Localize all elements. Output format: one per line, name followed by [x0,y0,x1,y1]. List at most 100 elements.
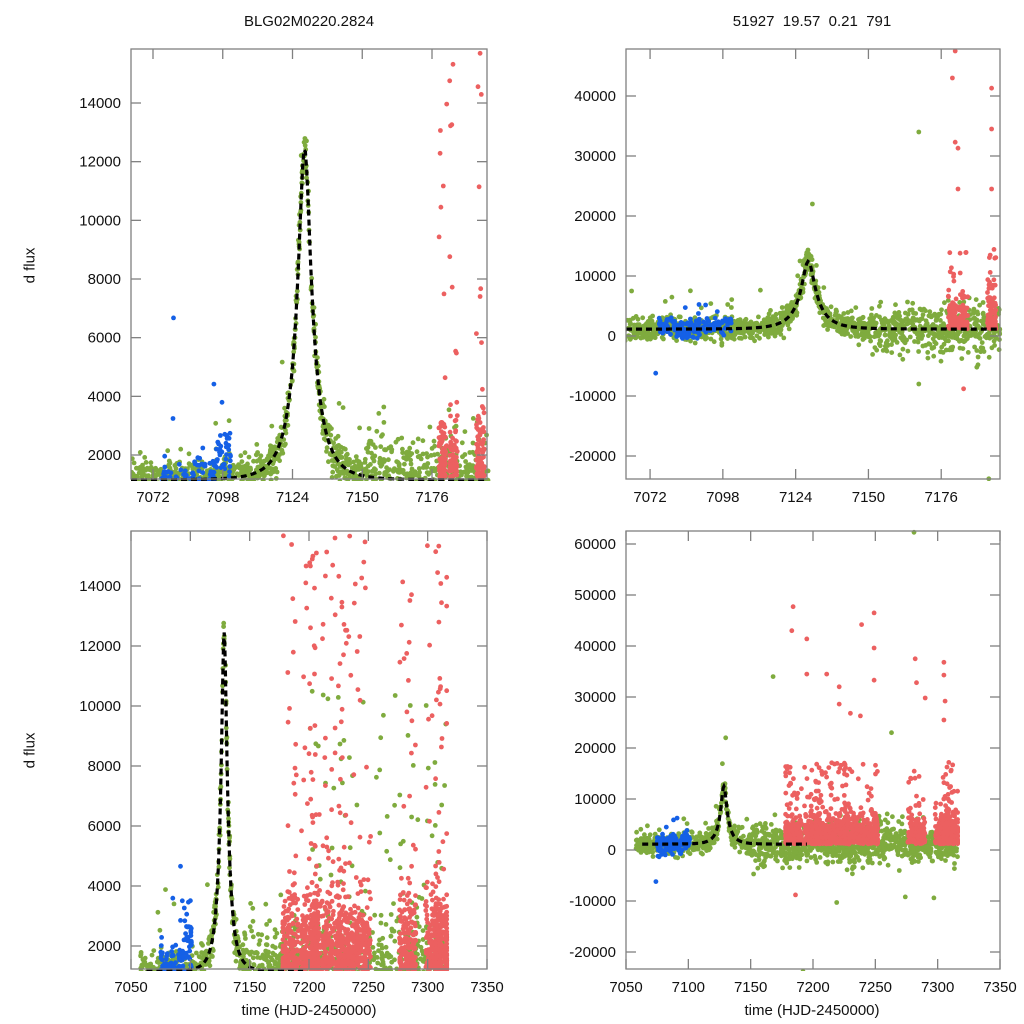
data-point-green [169,482,174,487]
data-point-green [181,482,186,487]
data-point-green [125,485,130,490]
data-point-green [954,334,959,340]
data-point-green [177,480,180,481]
data-point-green [417,998,422,1003]
data-point-green [472,498,477,503]
data-point-green [254,485,259,490]
data-point-red [947,312,952,318]
data-point-green [259,962,265,968]
data-point-green [211,924,216,929]
data-point-green [270,466,276,472]
data-point-green [119,498,124,503]
data-point-blue [162,464,168,470]
data-point-green [182,974,187,979]
data-point-green [268,477,274,481]
data-point-green [629,288,634,294]
data-point-green [245,970,249,971]
data-point-red [992,255,998,261]
data-point-green [875,333,881,339]
data-point-red [447,254,453,260]
data-point-green [973,297,979,302]
data-point-green [334,473,339,479]
data-point-red [451,472,457,478]
data-point-green [388,933,394,939]
data-point-red [444,443,450,449]
data-point-green [171,970,175,971]
data-point-green [290,1000,295,1005]
data-point-green [885,343,891,348]
data-point-green [617,323,622,328]
data-point-green [149,982,154,987]
data-point-green [327,986,332,991]
data-point-green [334,443,340,449]
data-point-green [307,1007,312,1012]
data-point-blue [181,480,184,481]
data-point-green [142,455,148,460]
data-point-green [205,974,210,979]
data-point-green [178,446,184,452]
data-point-red [439,456,445,461]
data-point-red [448,413,453,419]
data-point-green [147,975,152,980]
data-point-green [459,440,465,446]
data-point-green [336,401,342,406]
data-point-green [373,471,378,477]
data-point-green [187,490,192,495]
data-point-green [869,321,874,327]
data-point-green [157,995,162,1000]
data-point-green [230,467,236,473]
y-tick-label: 6000 [88,330,121,347]
data-point-green [897,352,903,358]
data-point-green [436,971,441,976]
data-point-green [400,446,405,452]
data-point-green [386,457,391,463]
data-point-green [827,323,833,329]
data-point-green [345,1003,350,1008]
data-point-green [140,483,145,488]
data-point-green [153,975,158,980]
data-point-green [362,996,367,1001]
data-point-green [344,990,349,995]
data-point-green [442,1003,447,1008]
data-point-red [986,325,991,331]
data-point-green [266,985,271,990]
data-point-green [242,932,248,938]
data-point-green [146,973,151,978]
data-point-green [377,937,382,943]
data-point-green [399,972,404,977]
data-point-green [121,479,126,484]
data-point-green [391,511,396,516]
data-point-green [462,429,468,434]
data-point-green [407,1014,412,1019]
data-point-green [860,314,866,320]
data-point-blue [190,490,195,495]
data-point-blue [223,444,229,450]
data-point-green [923,308,928,314]
data-point-green [337,979,342,984]
data-point-green [166,979,171,984]
data-point-green [619,326,624,331]
data-point-blue [170,487,175,492]
data-point-green [845,316,850,321]
data-point-green [438,483,443,488]
data-point-green [255,972,260,977]
data-point-green [250,934,256,940]
data-point-green [620,326,625,331]
data-point-red [479,448,485,453]
data-point-green [853,333,859,339]
data-point-green [469,481,474,486]
data-point-green [982,334,988,339]
data-point-blue [178,467,184,473]
data-point-green [662,299,668,304]
data-point-green [621,335,626,340]
x-tick-label: 7072 [136,489,169,506]
data-point-blue [222,466,228,472]
data-point-green [729,305,734,310]
data-point-green [742,334,748,340]
data-point-red [947,319,953,324]
data-point-green [159,979,164,984]
data-point-green [977,336,983,341]
data-point-green [157,971,162,976]
data-point-green [178,500,183,505]
data-point-green [931,353,937,359]
